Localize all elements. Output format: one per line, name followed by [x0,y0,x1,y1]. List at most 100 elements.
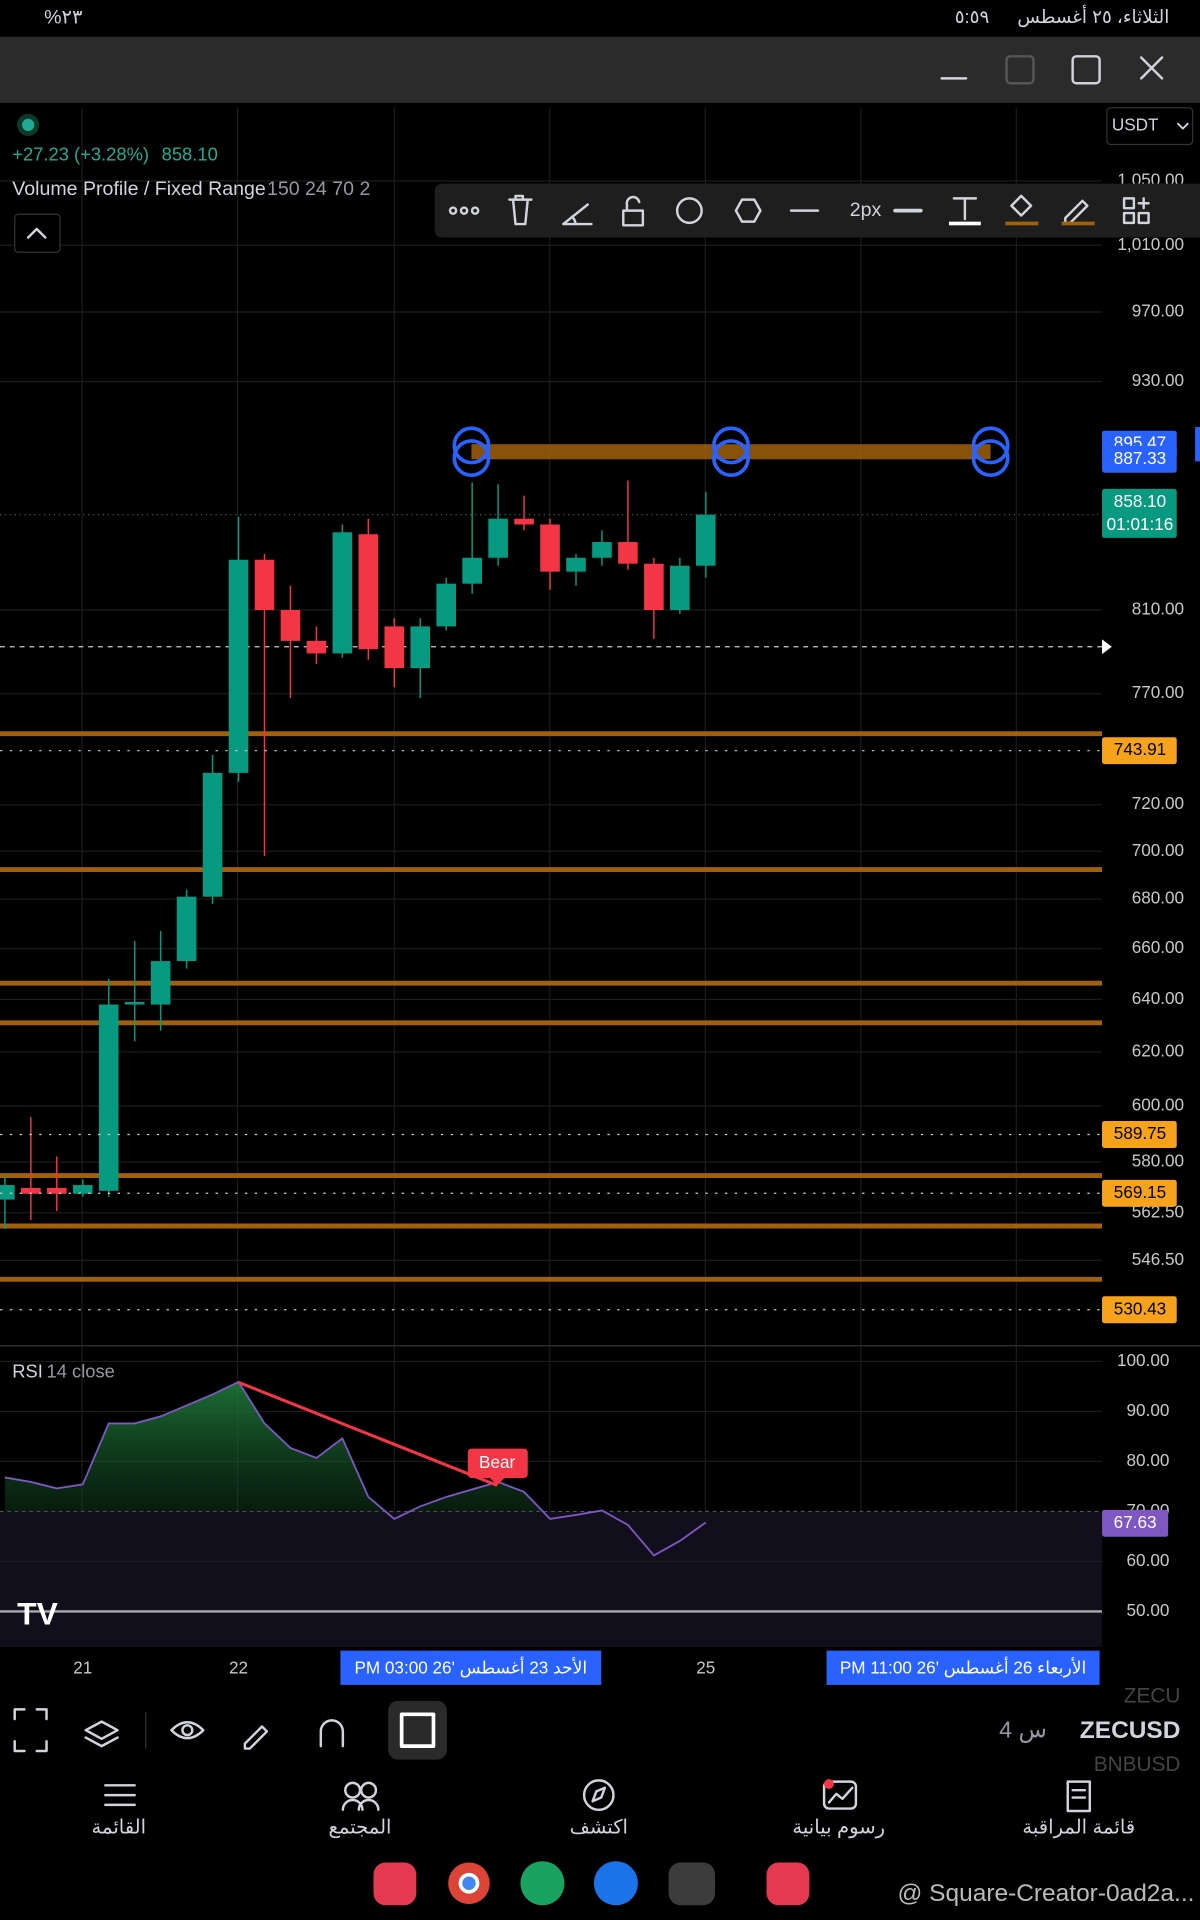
rsi-tick-label: 60.00 [1127,1550,1170,1570]
rect-tool[interactable] [388,1700,447,1760]
price-badge [1102,737,1177,765]
layers-icon[interactable] [84,1720,119,1748]
x-tick-label: 25 [696,1658,715,1678]
indicator-name: Volume Profile / Fixed Range [12,178,266,200]
rsi-name: RSI [12,1360,43,1381]
currency-select[interactable] [1106,107,1194,146]
split-button[interactable] [1005,55,1035,85]
indicator-params: 150 24 70 2 [267,178,370,200]
x-tick-label: 22 [229,1658,248,1678]
collapse-button[interactable] [14,213,61,253]
y-tick-label: 770.00 [1132,682,1184,702]
angle-icon[interactable] [562,203,593,226]
y-tick-label: 970.00 [1132,301,1184,321]
interval[interactable]: 4 س [999,1717,1047,1744]
maximize-button[interactable] [1071,55,1101,85]
price-badge-label: 589.75 [1114,1123,1166,1143]
bear-badge [467,1448,528,1478]
candle-body [332,532,353,654]
candle-body [176,896,197,962]
fullscreen-icon[interactable] [13,1708,48,1753]
y-tick-label: 700.00 [1132,840,1184,860]
candle-body [540,524,560,572]
candle-body [21,1187,41,1194]
text-icon[interactable] [952,197,978,221]
rsi-tick-label: 80.00 [1127,1450,1170,1470]
candle-body [384,626,405,669]
eye-icon[interactable] [170,1721,205,1740]
countdown: 01:01:16 [1107,514,1174,534]
y-tick-label: 546.50 [1132,1249,1184,1269]
candle-body [592,542,612,558]
axes: 1,050.001,010.00970.00930.00810.00770.00… [73,170,1200,1685]
last-price: 858.10 [162,143,218,164]
rsi-badge [1102,1509,1169,1537]
clock: ٥:٥٩ [955,6,990,27]
rsi-line [4,1380,707,1557]
bear-label: Bear [479,1452,515,1472]
collapse-icon [26,227,47,239]
close-button[interactable] [1140,56,1164,80]
watermark: @ Square-Creator-0ad2a... [898,1880,1195,1907]
candle-body [150,961,171,1005]
price-badge-label: 858.10 [1114,491,1166,511]
y-tick-label: 640.00 [1132,988,1184,1008]
candle-body [462,557,482,584]
status-bar [0,0,1200,37]
line-width[interactable]: 2px [850,199,882,221]
handle[interactable] [712,426,750,465]
candle-body [228,559,249,773]
y-tick-label: 810.00 [1132,599,1184,619]
symbol[interactable]: ZECUSD [1080,1717,1181,1744]
candle-body [124,1001,145,1005]
candle-body [696,514,716,566]
nav-label[interactable]: اكتشف [570,1816,628,1838]
candle-body [488,518,508,558]
nav-label[interactable]: القائمة [92,1816,147,1838]
candle-body [410,626,431,669]
currency-caret [1177,122,1189,130]
rsi-tick-label: 50.00 [1127,1600,1170,1620]
logo: TV [17,1596,58,1632]
y-tick-label: 1,010.00 [1117,234,1184,254]
lock-icon[interactable] [622,195,645,227]
tool-row [0,1692,1200,1771]
draw-lock-icon[interactable] [243,1725,269,1750]
nav-label[interactable]: المجتمع [328,1816,391,1838]
price-badge-label: 887.33 [1114,448,1166,468]
symbol-next: BNBUSD [1094,1753,1181,1776]
handle[interactable] [971,426,1010,465]
fill-icon[interactable] [1010,194,1033,217]
magnet-icon[interactable] [319,1719,345,1748]
time-badge-label: الأربعاء 26 أغسطس '26 11:00 PM [840,1657,1086,1678]
rsi-area [4,1381,706,1512]
time-badge-label: الأحد 23 أغسطس '26 03:00 PM [354,1657,587,1678]
nav-label[interactable]: قائمة المراقبة [1022,1816,1135,1838]
rsi-pane: Bear [0,1360,1103,1647]
handle[interactable] [712,439,750,478]
price-badge [1102,1121,1177,1148]
settings-icon[interactable] [734,198,762,223]
candle-body [566,557,586,572]
candle-body [0,1185,15,1200]
alert-icon[interactable] [675,197,703,225]
nav-label[interactable]: رسوم بيانية [792,1816,885,1838]
y-tick-label: 620.00 [1132,1040,1184,1060]
x-tick-label: 21 [73,1658,92,1678]
currency: USDT [1112,115,1159,135]
date: الثلاثاء، ٢٥ أغسطس [1017,5,1169,27]
delete-icon[interactable] [508,194,533,226]
candle-body [670,565,690,610]
vertical-grid [81,107,1017,1647]
handle[interactable] [452,426,491,465]
price-badge-label: 530.43 [1114,1298,1166,1318]
handle[interactable] [971,439,1010,478]
rsi-tick-label: 90.00 [1127,1400,1170,1420]
templates-icon[interactable] [1122,197,1150,225]
range-rectangle [471,444,991,460]
price-badge [1102,488,1177,538]
y-tick-label: 580.00 [1132,1151,1184,1171]
handle[interactable] [452,439,491,478]
